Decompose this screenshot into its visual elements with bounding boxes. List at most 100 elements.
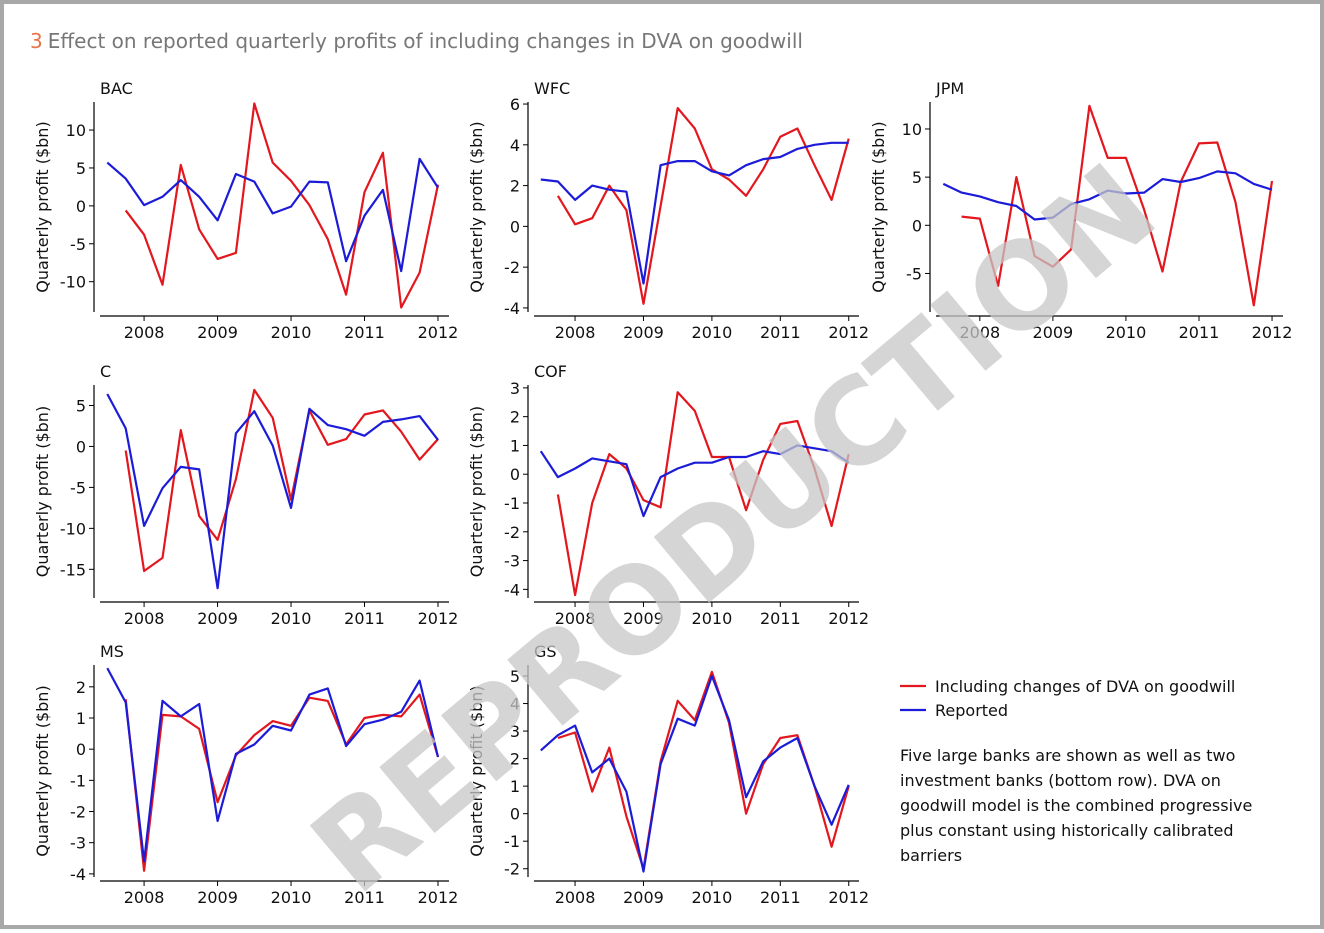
y-tick-label: 0 — [76, 437, 86, 456]
panel-title: JPM — [935, 79, 964, 98]
x-tick-label: 2009 — [197, 888, 238, 907]
x-tick-label: 2012 — [828, 323, 869, 342]
x-tick-label: 2009 — [623, 323, 664, 342]
panel-title: WFC — [534, 79, 570, 98]
x-tick-label: 2009 — [623, 888, 664, 907]
y-tick-label: 0 — [510, 805, 520, 824]
y-tick-label: -10 — [60, 519, 86, 538]
y-tick-label: -4 — [504, 299, 520, 318]
y-tick-label: -2 — [504, 860, 520, 879]
y-tick-label: -1 — [504, 494, 520, 513]
x-tick-label: 2010 — [1106, 323, 1147, 342]
x-tick-label: 2010 — [271, 323, 312, 342]
y-tick-label: 10 — [66, 121, 86, 140]
x-tick-label: 2012 — [418, 888, 459, 907]
note-line: barriers — [900, 846, 962, 865]
title-text: Effect on reported quarterly profits of … — [48, 29, 803, 53]
series-line — [540, 141, 849, 285]
y-tick-label: 2 — [510, 750, 520, 769]
y-tick-label: 5 — [76, 396, 86, 415]
y-tick-label: 3 — [510, 722, 520, 741]
y-tick-label: 10 — [902, 120, 922, 139]
x-tick-label: 2010 — [692, 609, 733, 628]
y-axis-label: Quarterly profit ($bn) — [33, 406, 52, 577]
y-tick-label: 5 — [76, 159, 86, 178]
x-tick-label: 2011 — [1179, 323, 1220, 342]
x-tick-label: 2011 — [760, 888, 801, 907]
note-line: investment banks (bottom row). DVA on — [900, 771, 1221, 790]
x-tick-label: 2008 — [959, 323, 1000, 342]
x-tick-label: 2008 — [124, 888, 165, 907]
y-tick-label: 3 — [510, 379, 520, 398]
x-tick-label: 2009 — [197, 609, 238, 628]
y-tick-label: 5 — [912, 168, 922, 187]
series-line — [556, 107, 850, 305]
y-tick-label: 0 — [76, 197, 86, 216]
y-axis-label: Quarterly profit ($bn) — [33, 121, 52, 292]
panel-title: COF — [534, 362, 567, 381]
series-line — [942, 170, 1273, 221]
x-tick-label: 2008 — [555, 609, 596, 628]
y-tick-label: -3 — [504, 552, 520, 571]
legend-label: Reported — [935, 701, 1008, 720]
x-tick-label: 2012 — [418, 609, 459, 628]
x-tick-label: 2012 — [418, 323, 459, 342]
y-axis-label: Quarterly profit ($bn) — [33, 685, 52, 856]
y-tick-label: 6 — [510, 95, 520, 114]
y-tick-label: 2 — [76, 678, 86, 697]
x-tick-label: 2010 — [692, 323, 733, 342]
y-tick-label: -1 — [504, 832, 520, 851]
note-line: plus constant using historically calibra… — [900, 821, 1233, 840]
y-axis-label: Quarterly profit ($bn) — [467, 406, 486, 577]
y-tick-label: -15 — [60, 560, 86, 579]
x-tick-label: 2011 — [344, 609, 385, 628]
panel-title: GS — [534, 642, 557, 661]
series-line — [106, 157, 439, 273]
x-tick-label: 2009 — [197, 323, 238, 342]
x-tick-label: 2010 — [271, 609, 312, 628]
x-tick-label: 2010 — [692, 888, 733, 907]
x-tick-label: 2008 — [555, 888, 596, 907]
y-tick-label: 2 — [510, 177, 520, 196]
x-tick-label: 2008 — [555, 323, 596, 342]
y-tick-label: 1 — [510, 436, 520, 455]
y-tick-label: -5 — [70, 478, 86, 497]
panel-title: BAC — [100, 79, 133, 98]
y-tick-label: -2 — [504, 258, 520, 277]
y-tick-label: 2 — [510, 408, 520, 427]
y-tick-label: 4 — [510, 136, 520, 155]
figure-title: 3 Effect on reported quarterly profits of… — [30, 29, 803, 53]
x-tick-label: 2012 — [828, 609, 869, 628]
y-tick-label: 5 — [510, 667, 520, 686]
y-tick-label: -4 — [70, 865, 86, 884]
note-line: goodwill model is the combined progressi… — [900, 796, 1252, 815]
y-tick-label: -10 — [60, 273, 86, 292]
series-line — [124, 102, 440, 309]
series-line — [124, 693, 440, 872]
y-tick-label: 0 — [510, 217, 520, 236]
y-axis-label: Quarterly profit ($bn) — [467, 685, 486, 856]
legend-label: Including changes of DVA on goodwill — [935, 677, 1235, 696]
x-tick-label: 2010 — [271, 888, 312, 907]
panel-title: C — [100, 362, 111, 381]
x-tick-label: 2008 — [124, 609, 165, 628]
x-tick-label: 2008 — [124, 323, 165, 342]
series-line — [106, 393, 439, 590]
x-tick-label: 2012 — [828, 888, 869, 907]
y-tick-label: 1 — [510, 777, 520, 796]
x-tick-label: 2009 — [1033, 323, 1074, 342]
series-line — [539, 444, 850, 518]
series-line — [106, 667, 440, 863]
y-tick-label: 0 — [76, 740, 86, 759]
x-tick-label: 2011 — [344, 888, 385, 907]
y-axis-label: Quarterly profit ($bn) — [869, 121, 888, 292]
x-tick-label: 2011 — [760, 609, 801, 628]
y-tick-label: -1 — [70, 771, 86, 790]
series-line — [540, 674, 850, 873]
x-tick-label: 2012 — [1252, 323, 1293, 342]
y-tick-label: -5 — [70, 235, 86, 254]
y-tick-label: -5 — [906, 264, 922, 283]
panel-title: MS — [100, 642, 124, 661]
